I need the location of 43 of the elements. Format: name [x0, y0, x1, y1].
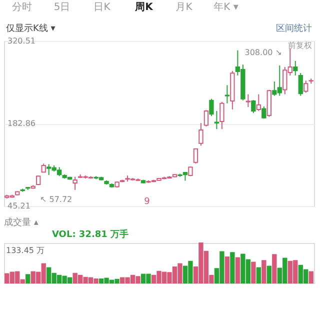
- annotation: ↖ 57.72: [40, 195, 72, 204]
- bar: [224, 256, 230, 284]
- annotation: 133.45 万: [6, 246, 45, 255]
- y-tick-label: 45.21: [8, 202, 30, 210]
- text: 月K: [176, 2, 193, 13]
- candlestick: [214, 110, 220, 130]
- annotation: 9: [144, 197, 150, 207]
- candlestick: [209, 98, 214, 117]
- candlestick: [256, 94, 261, 112]
- text: 5日: [54, 2, 70, 13]
- y-tick-label: 182.86: [8, 119, 36, 128]
- candlestick: [262, 106, 266, 119]
- candlestick: [304, 80, 308, 94]
- text: 日K: [94, 2, 111, 13]
- candlestick: [193, 148, 198, 164]
- bar: [272, 254, 277, 284]
- candlestick: [298, 72, 303, 96]
- bar: [262, 260, 266, 284]
- candlestick: [72, 176, 78, 190]
- text: 仅显示K线 ▾: [6, 23, 56, 34]
- bar: [266, 266, 272, 284]
- candlestick: [251, 100, 256, 114]
- candlestick: [246, 94, 251, 108]
- bar: [230, 252, 235, 284]
- candlestick: [198, 122, 204, 146]
- candlestick: [224, 84, 230, 104]
- text: VOL: 32.81 万手: [52, 229, 129, 240]
- candlestick: [220, 101, 224, 130]
- text: 区间统计: [276, 23, 312, 34]
- bar: [235, 257, 240, 284]
- bar: [308, 271, 314, 284]
- candlestick: [293, 60, 298, 76]
- text: 年K ▾: [214, 1, 238, 13]
- text: 分时: [12, 1, 32, 13]
- bar: [26, 274, 30, 284]
- annotation: 308.00 ↘: [244, 48, 282, 57]
- candlestick: [204, 110, 209, 127]
- y-tick-label: 320.51: [8, 36, 36, 46]
- bar: [256, 267, 261, 284]
- text: 周K: [134, 1, 154, 13]
- chart-title: 成交量 ▴: [4, 217, 39, 228]
- annotation: 前复权: [288, 41, 312, 50]
- bar: [251, 262, 256, 284]
